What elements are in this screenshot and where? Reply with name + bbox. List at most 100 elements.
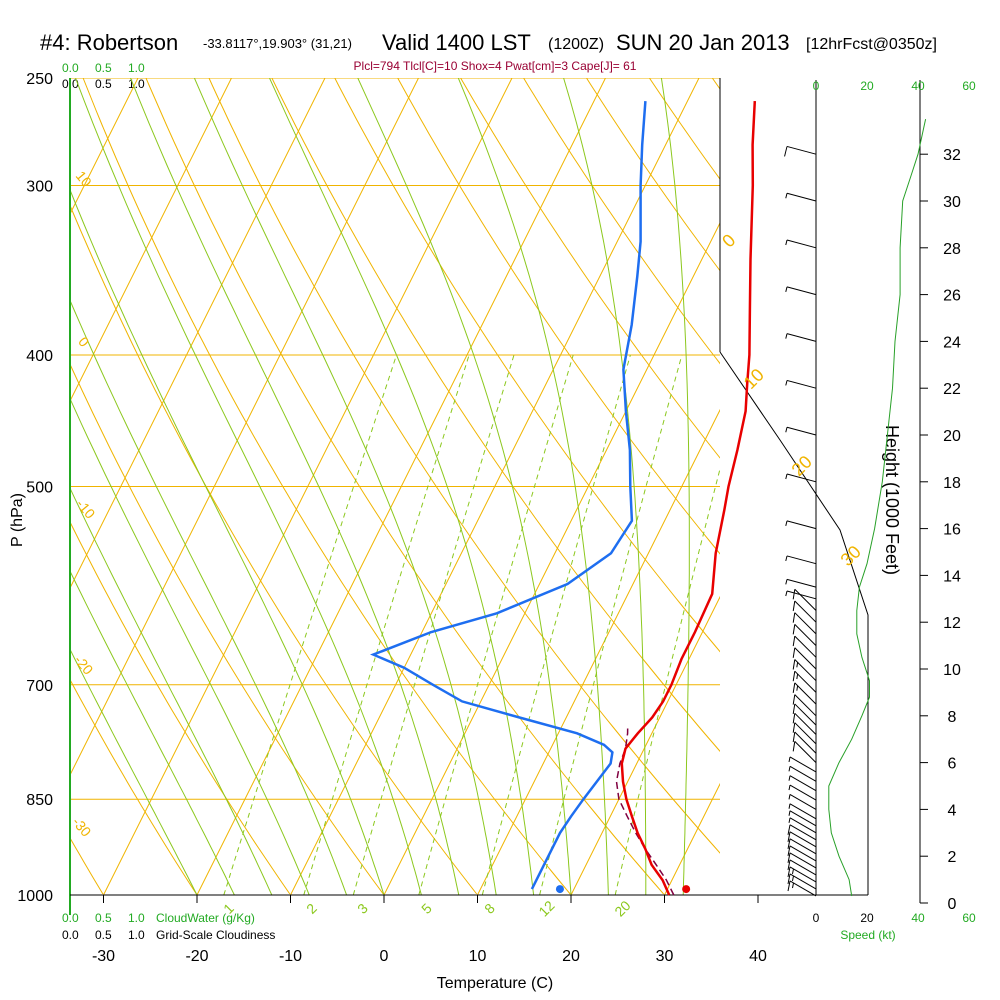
wind-barb-staff [786,286,817,296]
wind-barb-staff [786,578,817,588]
wind-barb [785,555,817,565]
mixing-ratio-label: 5 [418,900,435,917]
wind-barb-flag [792,731,796,743]
forecast-date: SUN 20 Jan 2013 [616,30,790,55]
height-tick-label: 2 [948,849,957,866]
parcel-trace-line [615,725,675,896]
wind-barb-flag [788,794,791,800]
wind-barb-staff [794,712,817,735]
wind-barb-flag [792,741,796,752]
wind-barb-flag [785,333,788,339]
wind-barb-flag [785,520,788,526]
height-tick-label: 10 [943,662,961,679]
wind-barb-flag [788,803,791,809]
wind-barb [792,712,817,735]
wind-barb-staff [794,722,817,745]
wind-barb-flag [785,193,788,199]
wind-barb-flag [784,146,788,157]
speed-tick-bottom-black: 20 [860,911,874,925]
wind-barb-staff [786,520,817,530]
temperature-tick-label: 20 [562,948,580,965]
wind-speed-line [828,118,927,897]
wind-barb [788,784,817,801]
wind-barb-flag [788,810,791,816]
wind-barb [792,703,817,726]
dry-adiabat-line [397,78,720,555]
temperature-tick-label: -30 [92,948,115,965]
wind-barb-staff [794,647,817,670]
wind-barb-flag [788,775,791,781]
wind-barb-staff [794,635,817,658]
dry-adiabat-label: 0 [75,334,92,350]
wind-barb-staff [789,775,817,792]
isotherm-line [103,78,513,895]
height-tick-label: 4 [948,802,957,819]
wind-barb-flag [787,831,791,842]
dry-adiabat-label: -30 [69,814,94,840]
wind-barb-flag [788,756,791,763]
height-tick-label: 16 [943,522,961,539]
forecast-cycle: [12hrFcst@0350z] [806,36,937,53]
dewpoint-profile-line [369,101,647,890]
wind-barb [792,588,817,611]
wind-barb [785,333,817,342]
wind-barb-staff [794,731,817,754]
plot-frame [69,78,921,915]
speed-tick-bottom-black: 0 [813,911,820,925]
wind-barb-flag [787,845,791,856]
wind-barb-staff [794,703,817,726]
wind-barb [785,239,817,249]
wind-barb [787,859,817,876]
wind-barb-staff [789,784,817,801]
wind-barb-staff [789,831,817,848]
wind-barb-flag [785,555,788,562]
wind-barb-staff [786,239,817,249]
wind-barb [792,682,817,705]
isotherm-line [70,78,232,403]
wind-barb-flag [792,612,796,623]
temperature-tick-label: -20 [185,948,208,965]
moist-adiabat-line [70,487,273,895]
wind-barb [785,379,817,389]
wind-barb-flag [796,662,799,668]
speed-axis-title: Speed (kt) [840,928,895,942]
wind-barb-flag [792,694,796,705]
wind-barb-flag [792,589,796,600]
wind-barb-flag [787,824,791,835]
moist-adiabat-line [269,78,535,895]
surface-temperature-dot [682,885,691,894]
dry-adiabat-label: -20 [71,652,96,678]
wind-barb-flag [792,647,796,658]
moist-adiabat-line [193,78,497,895]
moist-adiabat-line [660,78,690,895]
height-tick-label: 30 [943,194,961,211]
moist-adiabat-label: 0 [718,230,739,251]
wind-barb-staff [789,873,817,890]
wind-barb [788,756,817,773]
moist-adiabat-line [758,78,816,895]
dry-adiabat-line [0,78,9,894]
wind-barb-staff [786,590,817,600]
moist-adiabat-line [563,78,647,895]
wind-barb [792,722,817,745]
pressure-tick-label: 700 [26,678,53,695]
moist-adiabat-line [70,188,385,895]
pressure-tick-label: 1000 [17,888,53,905]
moist-adiabat-label: 10 [740,365,768,393]
wind-barb-flag [787,880,791,892]
wind-barb-flag [792,624,796,635]
dry-adiabat-line [70,363,384,895]
wind-barb-staff [786,192,817,202]
height-tick-label: 6 [948,756,957,773]
wind-barb [787,824,817,841]
mixing-ratio-line [303,354,470,895]
mixing-ratio-line [352,354,515,895]
wind-barb-staff [794,600,817,623]
cloud-scale-bottom-black-1: 0.5 [95,928,112,942]
height-tick-label: 8 [948,709,957,726]
temperature-profile-line [620,101,757,896]
wind-barb-staff [789,880,817,897]
wind-barb-flag [791,868,794,875]
wind-barb [785,192,817,202]
